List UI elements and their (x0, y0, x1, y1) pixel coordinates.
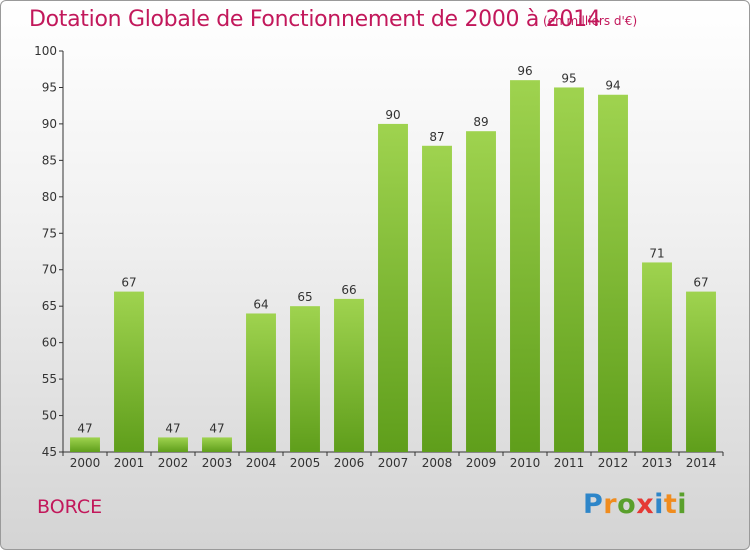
commune-name: BORCE (37, 496, 103, 518)
data-label-2007: 90 (385, 108, 400, 122)
bar-2001 (114, 291, 144, 452)
y-tick-label: 75 (42, 226, 57, 240)
x-tick-label-2008: 2008 (422, 456, 453, 470)
bar-2004 (246, 313, 276, 452)
y-tick-label: 95 (42, 80, 57, 94)
bar-2006 (334, 298, 364, 452)
data-label-2010: 96 (517, 64, 532, 78)
x-tick-label-2002: 2002 (158, 456, 189, 470)
bar-2002 (158, 437, 188, 452)
y-tick-label: 100 (34, 44, 57, 58)
x-tick-label-2000: 2000 (70, 456, 101, 470)
logo-letter: o (617, 489, 637, 520)
x-tick-label-2013: 2013 (642, 456, 673, 470)
data-label-2009: 89 (473, 115, 488, 129)
logo-letter: i (654, 489, 664, 520)
data-label-2008: 87 (429, 130, 444, 144)
bar-2008 (422, 145, 452, 453)
y-tick-label: 60 (42, 336, 57, 350)
x-tick-label-2006: 2006 (334, 456, 365, 470)
y-tick-label: 50 (42, 409, 57, 423)
bar-2014 (686, 291, 716, 452)
data-label-2006: 66 (341, 283, 356, 297)
bar-2012 (598, 94, 628, 452)
x-tick-label-2012: 2012 (598, 456, 629, 470)
x-tick-label-2003: 2003 (202, 456, 233, 470)
x-tick-label-2010: 2010 (510, 456, 541, 470)
x-tick-label-2005: 2005 (290, 456, 321, 470)
data-label-2003: 47 (209, 421, 224, 435)
logo-letter: P (583, 489, 604, 520)
data-label-2004: 64 (253, 297, 268, 311)
bar-2007 (378, 123, 408, 452)
data-label-2005: 65 (297, 290, 312, 304)
data-label-2000: 47 (77, 421, 92, 435)
y-tick-label: 85 (42, 153, 57, 167)
x-tick-label-2011: 2011 (554, 456, 585, 470)
chart-subtitle: (en milliers d'€) (543, 14, 638, 28)
data-label-2011: 95 (561, 71, 576, 85)
x-tick-label-2004: 2004 (246, 456, 277, 470)
y-tick-label: 70 (42, 263, 57, 277)
logo-letter: t (663, 489, 678, 520)
x-tick-label-2007: 2007 (378, 456, 409, 470)
y-tick-label: 65 (42, 299, 57, 313)
bar-2009 (466, 131, 496, 452)
proxiti-logo: Proxiti (583, 489, 687, 520)
chart-title: Dotation Globale de Fonctionnement de 20… (29, 7, 601, 32)
data-label-2002: 47 (165, 421, 180, 435)
data-label-2012: 94 (605, 79, 620, 93)
data-label-2001: 67 (121, 276, 136, 290)
y-tick-label: 55 (42, 372, 57, 386)
bar-2005 (290, 306, 320, 452)
data-label-2013: 71 (649, 246, 664, 260)
bar-2010 (510, 80, 540, 452)
x-tick-label-2009: 2009 (466, 456, 497, 470)
data-label-2014: 67 (693, 276, 708, 290)
logo-letter: r (603, 489, 618, 520)
x-tick-label-2014: 2014 (686, 456, 717, 470)
logo-letter: i (677, 489, 688, 520)
y-tick-label: 90 (42, 117, 57, 131)
logo-letter: x (636, 489, 655, 520)
y-tick-label: 45 (42, 445, 57, 459)
x-tick-label-2001: 2001 (114, 456, 145, 470)
y-tick-label: 80 (42, 190, 57, 204)
bar-2011 (554, 87, 584, 453)
bar-2003 (202, 437, 232, 452)
bar-2000 (70, 437, 100, 452)
bar-2013 (642, 262, 672, 452)
